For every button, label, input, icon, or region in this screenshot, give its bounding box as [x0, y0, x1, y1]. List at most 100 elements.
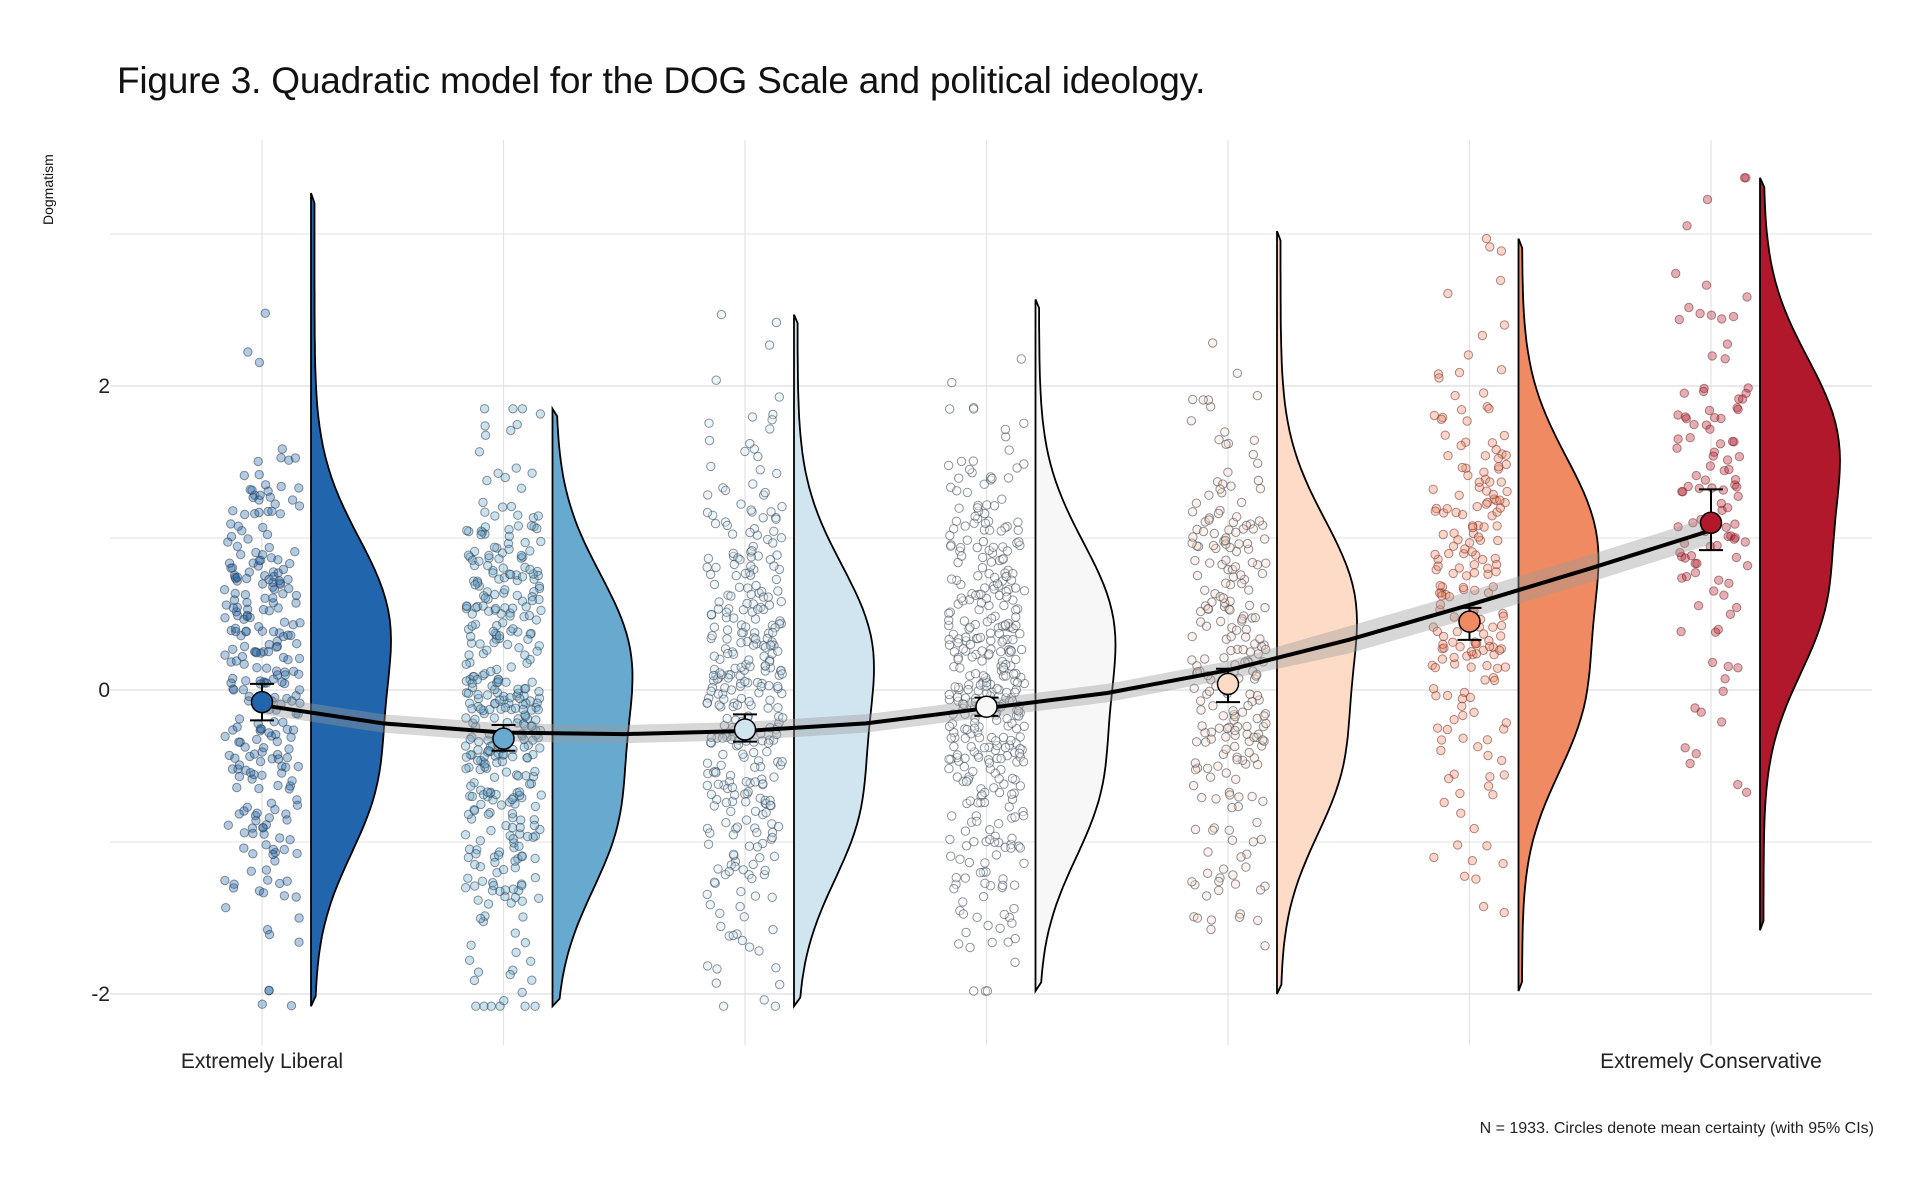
jitter-point [464, 698, 475, 708]
jitter-point [709, 579, 720, 590]
jitter-point [505, 969, 515, 980]
jitter-point [1434, 373, 1444, 383]
jitter-point [966, 742, 976, 752]
jitter-point [1224, 825, 1235, 835]
jitter-point [1255, 885, 1266, 895]
jitter-point [480, 507, 490, 517]
jitter-point [991, 850, 1002, 860]
jitter-point [473, 967, 484, 977]
jitter-point [1208, 338, 1218, 348]
jitter-point [1003, 937, 1013, 947]
jitter-point [1201, 891, 1212, 901]
jitter-point [257, 550, 268, 560]
jitter-point [764, 340, 775, 350]
jitter-point [294, 937, 304, 947]
jitter-point [1683, 481, 1693, 492]
jitter-point [461, 713, 471, 723]
jitter-point [706, 789, 717, 800]
jitter-point [1223, 467, 1233, 477]
jitter-point [718, 483, 728, 493]
jitter-point [482, 690, 493, 700]
jitter-point [220, 731, 230, 742]
jitter-point [529, 820, 540, 831]
jitter-point [1221, 439, 1231, 449]
jitter-point [1220, 535, 1231, 546]
jitter-point [476, 530, 486, 540]
jitter-point [1019, 721, 1029, 731]
jitter-point [1451, 507, 1461, 518]
jitter-point [1000, 424, 1011, 435]
jitter-point [257, 626, 268, 636]
jitter-point [268, 849, 278, 860]
jitter-point [745, 438, 755, 449]
jitter-point [1007, 918, 1017, 928]
jitter-point [254, 357, 265, 368]
jitter-point [952, 486, 962, 496]
jitter-point [774, 392, 784, 402]
jitter-point [1001, 432, 1011, 442]
jitter-point [264, 542, 274, 553]
jitter-point [239, 641, 250, 652]
jitter-point [514, 790, 525, 801]
jitter-point [955, 546, 965, 556]
jitter-point [705, 828, 715, 838]
jitter-point [721, 607, 732, 617]
jitter-point [979, 743, 990, 753]
jitter-point [1430, 662, 1441, 673]
jitter-point [508, 884, 519, 894]
jitter-point [1485, 242, 1495, 252]
jitter-point [252, 734, 262, 745]
jitter-point [476, 799, 486, 810]
jitter-point [1678, 487, 1688, 497]
jitter-point [1725, 609, 1736, 619]
jitter-point [954, 503, 964, 513]
jitter-point [1724, 464, 1734, 475]
jitter-point [277, 444, 287, 454]
jitter-point [951, 879, 961, 889]
jitter-point [292, 848, 302, 859]
jitter-point [259, 829, 269, 839]
jitter-point [969, 404, 979, 414]
group-mean-point [250, 690, 274, 714]
jitter-point [1685, 433, 1695, 443]
jitter-point [1708, 451, 1719, 461]
jitter-point [248, 849, 258, 859]
jitter-point [463, 852, 474, 863]
jitter-point [234, 760, 245, 770]
jitter-point [1469, 568, 1480, 578]
jitter-point [962, 487, 973, 498]
jitter-point [709, 651, 719, 661]
jitter-point [711, 562, 721, 573]
jitter-point [525, 779, 535, 789]
jitter-point [1707, 657, 1718, 668]
jitter-point [982, 617, 992, 627]
jitter-point [517, 572, 528, 582]
jitter-point [1006, 843, 1016, 853]
jitter-point [706, 686, 716, 696]
jitter-point [709, 877, 720, 887]
jitter-point [1454, 563, 1465, 573]
jitter-point [491, 789, 501, 800]
jitter-point [240, 742, 250, 752]
jitter-point [1477, 330, 1488, 341]
jitter-point [1013, 517, 1023, 527]
jitter-point [986, 635, 996, 646]
jitter-point [273, 780, 283, 791]
jitter-point [1449, 652, 1459, 663]
jitter-point [1015, 843, 1025, 853]
jitter-point [735, 901, 745, 912]
jitter-point [508, 624, 518, 634]
jitter-point [534, 583, 545, 594]
jitter-point [962, 724, 972, 735]
jitter-point [1499, 320, 1510, 330]
jitter-point [749, 747, 759, 758]
jitter-point [521, 771, 531, 781]
jitter-point [947, 719, 958, 729]
jitter-point [291, 598, 301, 608]
jitter-point [517, 987, 527, 998]
jitter-point [1680, 743, 1690, 753]
jitter-point [1676, 626, 1686, 637]
jitter-point [988, 542, 999, 552]
jitter-point [985, 475, 996, 485]
jitter-point [240, 590, 251, 600]
